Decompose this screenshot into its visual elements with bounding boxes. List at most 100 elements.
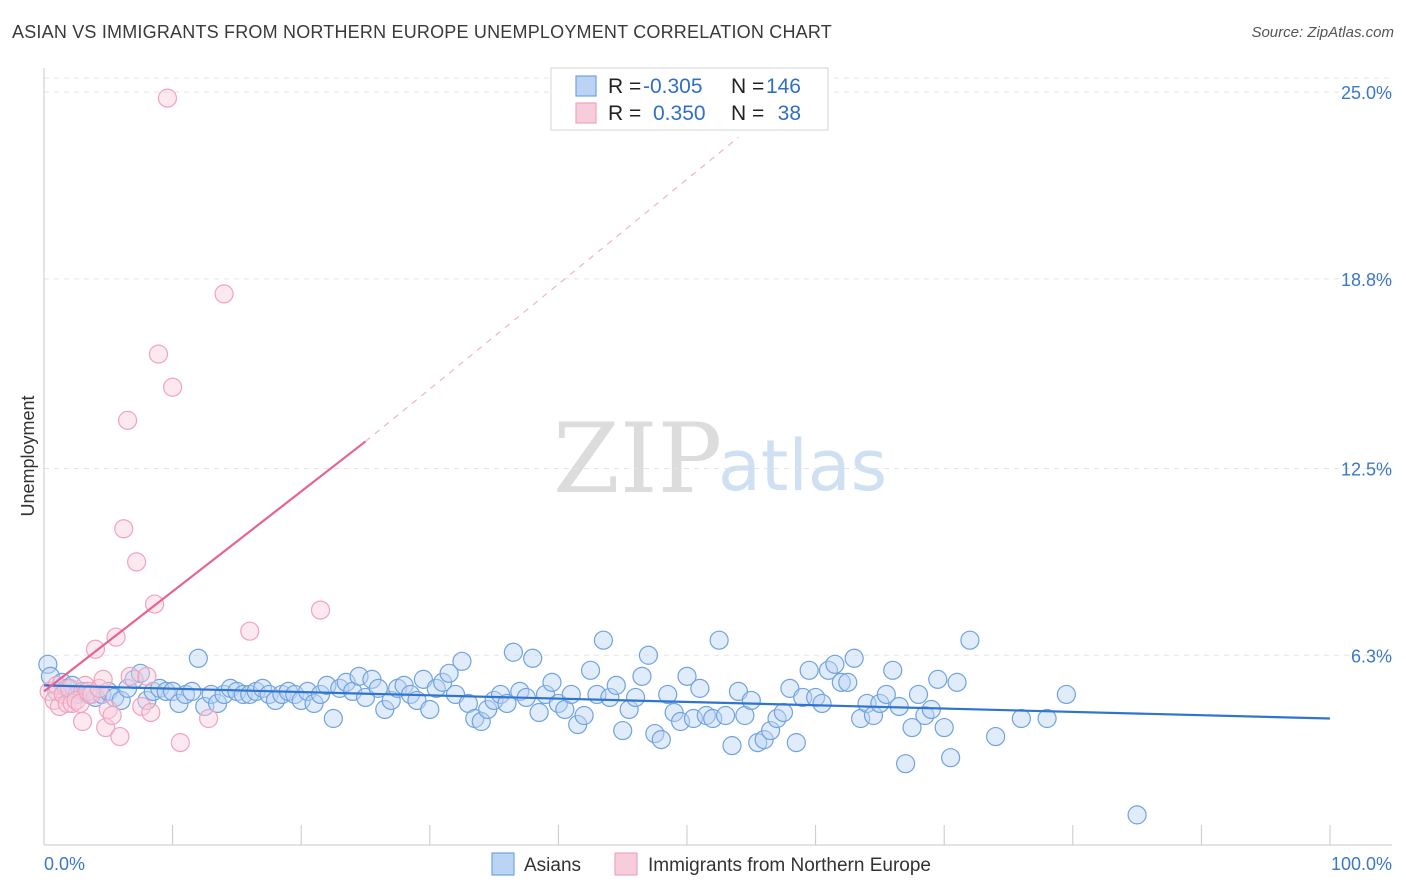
- trend-line-asians: [43, 684, 1331, 720]
- point-northern-europe: [310, 600, 331, 620]
- point-northern-europe: [240, 621, 260, 641]
- trend-lines: [43, 136, 1331, 720]
- point-asians: [715, 705, 736, 726]
- point-northern-europe: [163, 377, 183, 397]
- gridlines: [44, 77, 1392, 656]
- trend-line-northern-europe-extension: [365, 136, 739, 442]
- point-asians: [690, 678, 710, 698]
- watermark-zip: ZIP: [553, 403, 722, 515]
- point-asians: [452, 651, 472, 671]
- point-asians: [497, 693, 517, 714]
- point-asians: [606, 675, 626, 695]
- x-ticks: [43, 825, 1331, 845]
- y-tick-label: 18.8%: [1341, 270, 1392, 290]
- point-asians: [947, 672, 967, 692]
- stats-legend-r-value-northern-europe: 0.350: [653, 102, 706, 125]
- point-northern-europe: [141, 702, 161, 723]
- point-northern-europe: [199, 708, 219, 729]
- point-asians: [632, 666, 652, 686]
- point-asians: [934, 717, 954, 738]
- point-northern-europe: [102, 705, 122, 726]
- point-asians: [638, 645, 659, 665]
- series-legend-swatch-northern-europe: [614, 852, 638, 876]
- point-northern-europe: [114, 519, 134, 539]
- point-asians: [503, 642, 523, 662]
- point-asians: [38, 654, 58, 674]
- point-northern-europe: [170, 733, 190, 753]
- series-legend-swatch-asians: [491, 852, 515, 876]
- point-asians: [574, 705, 594, 726]
- point-asians: [1127, 805, 1147, 825]
- point-asians: [902, 717, 922, 738]
- point-asians: [613, 720, 633, 741]
- point-asians: [182, 681, 202, 702]
- point-northern-europe: [117, 410, 138, 430]
- point-asians: [928, 669, 948, 689]
- watermark-atlas: atlas: [718, 425, 887, 507]
- point-northern-europe: [81, 684, 102, 705]
- point-asians: [580, 660, 601, 680]
- point-asians: [812, 693, 832, 714]
- point-asians: [542, 672, 562, 692]
- point-asians: [323, 708, 343, 729]
- x-tick-label-max: 100.0%: [1331, 854, 1392, 874]
- point-northern-europe: [157, 88, 178, 108]
- point-asians: [722, 736, 742, 756]
- point-northern-europe: [72, 711, 93, 732]
- stats-legend-n-value-asians: 146: [766, 75, 801, 98]
- point-asians: [651, 729, 671, 750]
- point-northern-europe: [214, 284, 234, 304]
- stats-legend-n-label-asians: N =: [731, 75, 764, 98]
- point-asians: [600, 687, 620, 708]
- point-asians: [773, 702, 794, 723]
- point-asians: [625, 687, 646, 708]
- point-northern-europe: [110, 726, 130, 747]
- stats-legend: R = -0.305 N = 146 R = 0.350 N = 38: [550, 67, 829, 131]
- point-asians: [381, 690, 401, 711]
- point-asians: [1056, 684, 1076, 705]
- point-northern-europe: [93, 669, 113, 689]
- point-asians: [709, 630, 729, 650]
- point-asians: [677, 666, 697, 686]
- point-asians: [593, 630, 614, 650]
- chart-title: ASIAN VS IMMIGRANTS FROM NORTHERN EUROPE…: [12, 22, 832, 42]
- point-asians: [960, 630, 980, 650]
- y-tick-label: 25.0%: [1341, 83, 1392, 103]
- stats-legend-n-label-northern-europe: N =: [731, 102, 764, 125]
- y-tick-label: 6.3%: [1351, 646, 1392, 666]
- stats-legend-swatch-asians: [575, 75, 597, 97]
- point-asians: [439, 663, 459, 683]
- point-northern-europe: [137, 666, 157, 686]
- point-northern-europe: [120, 666, 140, 686]
- stats-legend-r-label-northern-europe: R =: [608, 102, 641, 125]
- y-tick-labels: 6.3% 12.5% 18.8% 25.0%: [1341, 83, 1392, 666]
- point-asians: [986, 726, 1006, 747]
- series-asians-points: [38, 630, 1147, 825]
- watermark: ZIP atlas: [553, 403, 887, 515]
- point-asians: [741, 690, 761, 711]
- point-asians: [658, 684, 678, 705]
- point-northern-europe: [148, 344, 169, 364]
- point-asians: [188, 648, 208, 668]
- stats-legend-r-value-asians: -0.305: [643, 75, 703, 98]
- point-asians: [529, 702, 549, 723]
- stats-legend-n-value-northern-europe: 38: [778, 102, 801, 125]
- point-asians: [876, 684, 896, 705]
- x-tick-label-min: 0.0%: [44, 854, 85, 874]
- point-asians: [1037, 708, 1057, 729]
- point-asians: [156, 681, 176, 702]
- point-asians: [883, 660, 903, 680]
- point-asians: [561, 684, 581, 705]
- series-legend-label-asians: Asians: [524, 855, 581, 876]
- series-northern-europe-points: [39, 88, 331, 753]
- point-asians: [896, 754, 916, 774]
- stats-legend-box: [550, 67, 829, 131]
- y-axis-title: Unemployment: [18, 395, 38, 516]
- point-asians: [471, 711, 491, 732]
- series-legend: Asians Immigrants from Northern Europe: [491, 852, 931, 876]
- point-asians: [1011, 708, 1031, 729]
- point-asians: [523, 648, 543, 668]
- chart-source: Source: ZipAtlas.com: [1251, 24, 1394, 41]
- point-asians: [786, 733, 806, 753]
